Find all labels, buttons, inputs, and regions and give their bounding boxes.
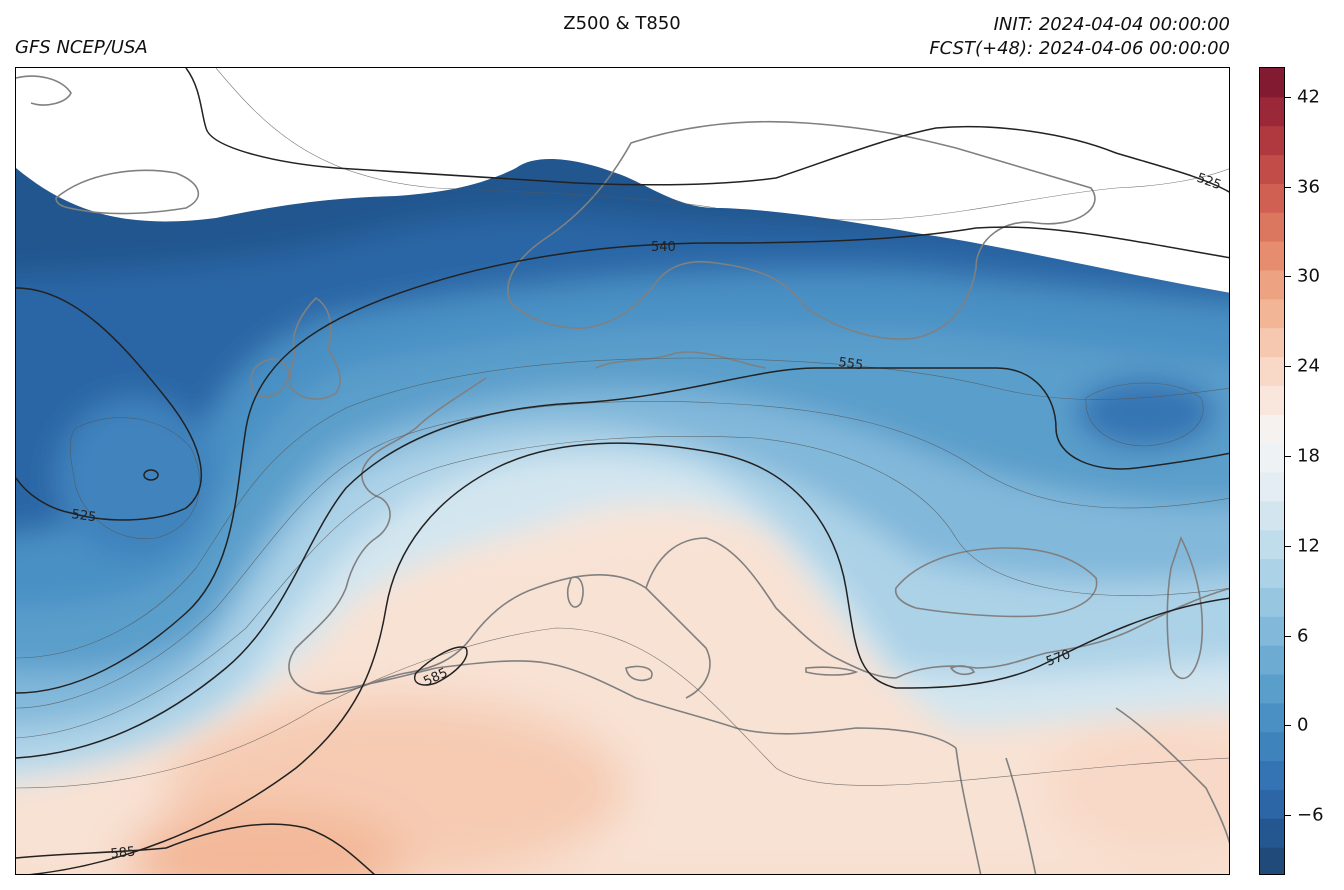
chart-title: Z500 & T850 bbox=[563, 13, 681, 34]
colorbar-swatch bbox=[1260, 183, 1284, 213]
contour-585-south bbox=[16, 823, 375, 874]
colorbar-swatch bbox=[1260, 212, 1284, 242]
contour-label: 540 bbox=[651, 240, 676, 255]
colorbar-swatch bbox=[1260, 789, 1284, 819]
colorbar-tick-label: 12 bbox=[1297, 535, 1320, 557]
colorbar-swatch bbox=[1260, 472, 1284, 502]
colorbar-swatch bbox=[1260, 414, 1284, 444]
init-time: INIT: 2024-04-04 00:00:00 bbox=[993, 14, 1230, 35]
run-info: INIT: 2024-04-04 00:00:00 FCST(+48): 202… bbox=[929, 13, 1230, 61]
colorbar-swatch bbox=[1260, 356, 1284, 386]
colorbar-swatch bbox=[1260, 645, 1284, 675]
forecast-time: FCST(+48): 2024-04-06 00:00:00 bbox=[929, 38, 1230, 59]
colorbar-swatch bbox=[1260, 241, 1284, 271]
temperature-field bbox=[16, 68, 1229, 874]
colorbar-swatch bbox=[1260, 327, 1284, 358]
map-canvas: 525 540 555 570 585 525 585 bbox=[16, 68, 1229, 874]
colorbar-swatch bbox=[1260, 68, 1284, 98]
colorbar-swatch bbox=[1260, 154, 1284, 184]
minor-contours bbox=[16, 68, 1229, 789]
contour-585-closed bbox=[414, 646, 468, 686]
coastlines bbox=[16, 75, 1229, 874]
colorbar-tick-label: −6 bbox=[1297, 804, 1324, 826]
map-panel: 525 540 555 570 585 525 585 bbox=[15, 67, 1230, 875]
colorbar-swatch bbox=[1260, 529, 1284, 560]
colorbar-swatch bbox=[1260, 674, 1284, 704]
colorbar-swatch bbox=[1260, 731, 1284, 762]
colorbar-tick-label: 30 bbox=[1297, 265, 1320, 287]
colorbar-swatch bbox=[1260, 558, 1284, 588]
colorbar-swatches bbox=[1260, 68, 1284, 874]
colorbar-swatch bbox=[1260, 385, 1284, 415]
colorbar-swatch bbox=[1260, 270, 1284, 300]
colorbar-swatch bbox=[1260, 818, 1284, 848]
colorbar-swatch bbox=[1260, 443, 1284, 473]
colorbar-swatch bbox=[1260, 702, 1284, 733]
contour-570 bbox=[28, 442, 1229, 874]
contour-540 bbox=[16, 226, 1229, 694]
contour-label: 585 bbox=[110, 844, 136, 862]
colorbar-swatch bbox=[1260, 125, 1284, 156]
colorbar-swatch bbox=[1260, 760, 1284, 790]
model-source: GFS NCEP/USA bbox=[15, 37, 148, 58]
contour-525-west bbox=[16, 287, 203, 521]
contour-555 bbox=[16, 367, 1229, 759]
colorbar-tick-label: 42 bbox=[1297, 86, 1320, 108]
colorbar-swatch bbox=[1260, 847, 1284, 874]
colorbar-tick-label: 36 bbox=[1297, 176, 1320, 198]
colorbar-swatch bbox=[1260, 96, 1284, 127]
colorbar-swatch bbox=[1260, 587, 1284, 617]
colorbar-tick-label: 6 bbox=[1297, 625, 1309, 647]
major-contours bbox=[16, 68, 1229, 874]
colorbar-ticks: −6 0 6 12 18 24 30 36 42 bbox=[1285, 67, 1344, 875]
contour-label: 555 bbox=[837, 355, 864, 373]
contour-525-north bbox=[185, 68, 1229, 193]
contour-label: 525 bbox=[70, 507, 97, 525]
colorbar-tick-label: 18 bbox=[1297, 445, 1320, 467]
colorbar-swatch bbox=[1260, 616, 1284, 646]
colorbar-swatch bbox=[1260, 298, 1284, 329]
contour-low-center bbox=[143, 469, 159, 481]
colorbar-swatch bbox=[1260, 500, 1284, 531]
colorbar-tick-label: 0 bbox=[1297, 714, 1309, 736]
colorbar bbox=[1259, 67, 1285, 875]
colorbar-tick-label: 24 bbox=[1297, 355, 1320, 377]
